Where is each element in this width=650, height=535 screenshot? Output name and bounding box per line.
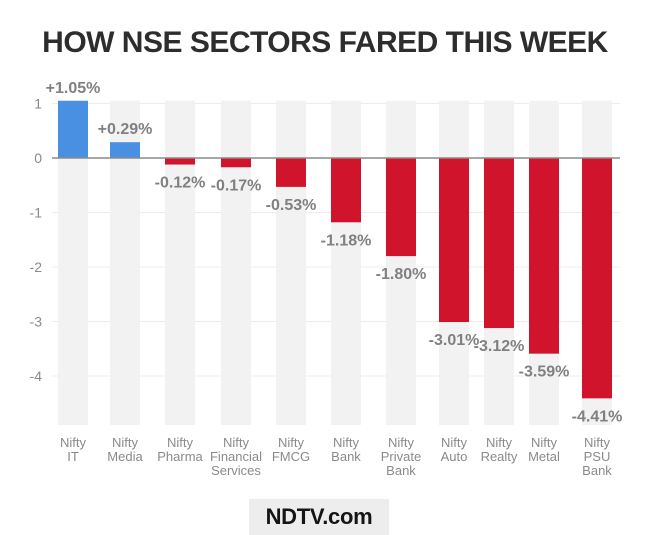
bar-background	[165, 100, 195, 426]
data-label: -1.80%	[376, 266, 427, 283]
category-label: Nifty Financial Services	[210, 435, 262, 478]
bar-background	[386, 100, 416, 426]
bar	[110, 142, 140, 158]
bar	[582, 158, 612, 399]
y-tick-label: -1	[30, 205, 43, 221]
bar-background	[331, 100, 361, 426]
category-label: Nifty IT	[60, 435, 87, 464]
bar	[165, 158, 195, 165]
y-tick-label: -4	[30, 368, 43, 384]
category-label: Nifty PSU Bank	[582, 435, 612, 478]
data-label: -0.17%	[211, 177, 262, 194]
category-label: Nifty Bank	[331, 435, 361, 464]
data-label: -3.12%	[474, 338, 525, 355]
category-label: Nifty FMCG	[272, 435, 310, 464]
category-label: Nifty Auto	[441, 435, 468, 464]
category-label: Nifty Realty	[481, 435, 518, 464]
data-label: +0.29%	[98, 121, 153, 138]
bar	[439, 158, 469, 323]
data-label: -3.01%	[429, 332, 480, 349]
data-label: -0.53%	[266, 197, 317, 214]
y-tick-label: 0	[34, 150, 42, 166]
bar-background	[276, 100, 306, 426]
y-tick-label: 1	[34, 96, 42, 112]
y-tick-label: -3	[30, 314, 43, 330]
category-label: Nifty Media	[107, 435, 143, 464]
bar	[331, 158, 361, 223]
data-label: +1.05%	[46, 80, 101, 97]
data-label: -4.41%	[572, 408, 623, 425]
y-tick-label: -2	[30, 259, 43, 275]
bar	[58, 100, 88, 158]
category-label: Nifty Metal	[528, 435, 560, 464]
chart-title: HOW NSE SECTORS FARED THIS WEEK	[42, 26, 608, 59]
bar	[276, 158, 306, 187]
bar	[386, 158, 416, 257]
category-label: Nifty Private Bank	[381, 435, 421, 478]
data-label: -1.18%	[321, 232, 372, 249]
category-label: Nifty Pharma	[157, 435, 203, 464]
bar	[529, 158, 559, 354]
ndtv-logo: NDTV.com	[249, 499, 389, 535]
bar	[221, 158, 251, 168]
data-label: -3.59%	[519, 364, 570, 381]
data-label: -0.12%	[155, 175, 206, 192]
bar	[484, 158, 514, 329]
bar-background	[221, 100, 251, 426]
